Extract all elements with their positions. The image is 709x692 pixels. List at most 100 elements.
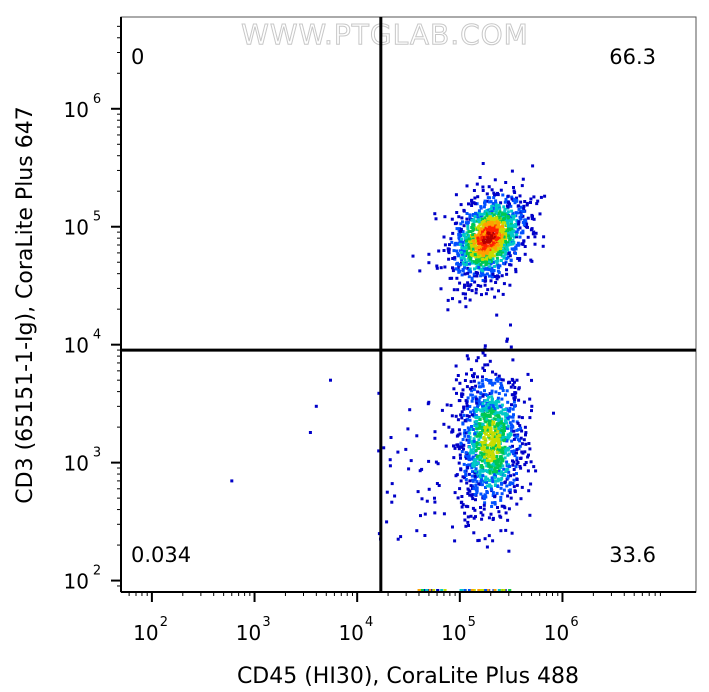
event-dot <box>506 424 510 428</box>
event-dot <box>494 429 498 433</box>
event-dot <box>510 195 514 199</box>
event-dot <box>468 239 472 243</box>
event-dot <box>488 212 492 216</box>
event-dot <box>484 228 487 232</box>
event-dot <box>427 252 431 256</box>
event-dot <box>494 281 498 284</box>
event-dot <box>486 288 490 292</box>
event-dot <box>470 279 474 282</box>
event-dot <box>494 211 498 215</box>
event-dot <box>527 489 531 493</box>
event-dot <box>451 231 455 235</box>
event-dot <box>482 239 485 243</box>
event-dot <box>487 200 491 204</box>
event-dot <box>463 511 467 515</box>
event-dot <box>518 235 522 239</box>
event-dot <box>514 435 518 439</box>
y-tick-label: 10 <box>64 216 89 240</box>
event-dot <box>486 428 490 432</box>
event-dot <box>515 462 519 466</box>
event-dot <box>461 240 465 244</box>
event-dot <box>496 485 500 488</box>
event-dot <box>489 379 493 382</box>
event-dot <box>495 313 499 317</box>
event-dot <box>460 237 463 241</box>
event-dot <box>475 274 479 278</box>
event-dot <box>469 393 473 397</box>
event-dot <box>485 457 489 461</box>
event-dot <box>517 386 521 390</box>
event-dot <box>476 261 480 265</box>
event-dot <box>498 464 502 468</box>
event-dot <box>473 215 477 218</box>
event-dot <box>491 236 495 240</box>
event-dot <box>507 251 511 255</box>
event-dot <box>521 221 525 224</box>
event-dot <box>516 228 520 231</box>
event-dot <box>450 414 454 418</box>
event-dot <box>484 267 488 271</box>
event-dot <box>444 444 448 448</box>
event-dot <box>506 255 510 259</box>
event-dot <box>464 245 468 249</box>
event-dot <box>470 218 474 222</box>
event-dot <box>507 507 511 511</box>
event-dot <box>487 421 491 425</box>
event-dot <box>388 464 392 468</box>
event-dot <box>483 478 487 482</box>
event-dot <box>489 279 493 283</box>
event-dot <box>482 507 486 511</box>
event-dot <box>512 437 516 441</box>
event-dot <box>460 505 464 509</box>
event-dot <box>440 589 444 592</box>
event-dot <box>466 224 470 228</box>
event-dot <box>513 380 516 384</box>
event-dot <box>489 251 493 255</box>
event-dot <box>455 262 459 266</box>
event-dot <box>472 274 476 278</box>
event-dot <box>460 233 464 237</box>
event-dot <box>484 417 488 421</box>
y-tick-label: 10 <box>64 452 89 476</box>
event-dot <box>521 177 525 181</box>
event-dot <box>497 289 500 293</box>
event-dot <box>474 291 478 295</box>
event-dot <box>470 393 474 397</box>
event-dot <box>491 402 495 406</box>
event-dot <box>474 449 478 452</box>
event-dot <box>500 481 503 485</box>
event-dot <box>388 458 392 462</box>
event-dot <box>468 435 472 439</box>
event-dot <box>488 409 492 413</box>
event-dot <box>459 250 463 254</box>
event-dot <box>498 225 502 229</box>
event-dot <box>508 415 512 419</box>
event-dot <box>497 510 501 514</box>
event-dot <box>512 468 516 471</box>
event-dot <box>519 217 523 221</box>
event-dot <box>465 184 469 188</box>
event-dot <box>505 268 508 272</box>
event-dot <box>467 275 471 279</box>
event-dot <box>481 384 485 388</box>
event-dot <box>476 255 480 259</box>
event-dot <box>465 414 469 418</box>
event-dot <box>454 378 458 382</box>
event-dot <box>483 493 487 497</box>
event-dot <box>466 235 470 239</box>
event-dot <box>502 261 506 265</box>
event-dot <box>473 508 477 512</box>
event-dot <box>492 470 495 474</box>
event-dot <box>514 230 518 234</box>
event-dot <box>524 461 528 464</box>
event-dot <box>498 404 502 408</box>
event-dot <box>524 218 528 222</box>
event-dot <box>515 502 519 506</box>
event-dot <box>492 260 495 264</box>
event-dot <box>493 204 497 208</box>
event-dot <box>475 259 478 263</box>
event-dot <box>480 589 484 592</box>
event-dot <box>467 589 471 592</box>
event-dot <box>514 251 517 255</box>
event-dot <box>476 259 480 263</box>
